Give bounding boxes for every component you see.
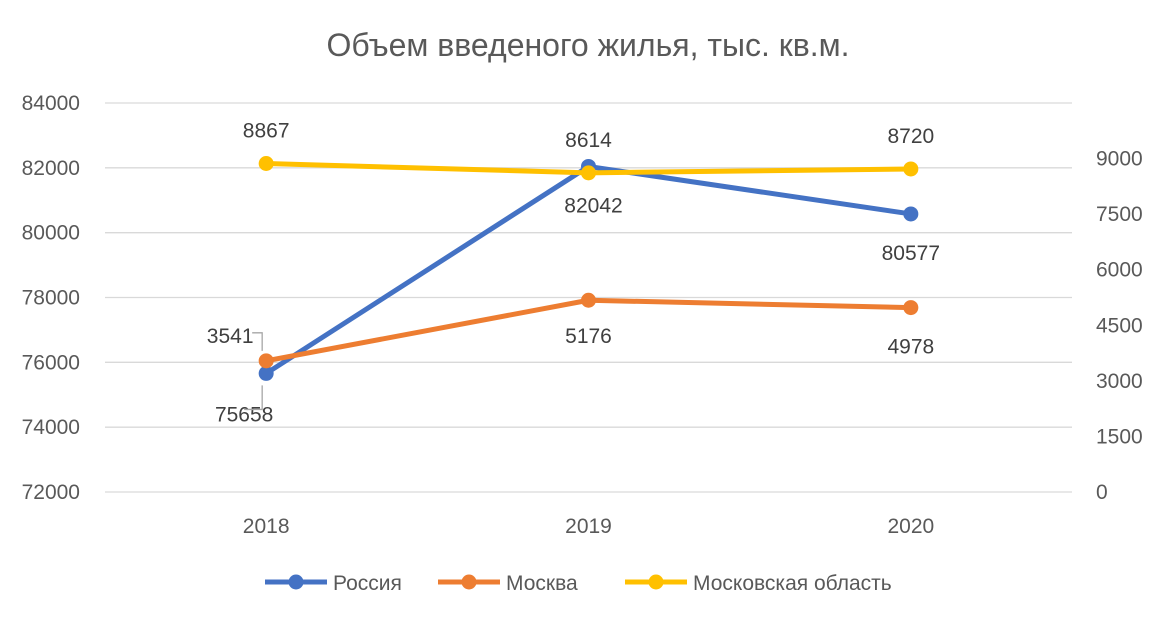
right-tick-label: 3000 [1096, 370, 1143, 393]
left-tick-label: 78000 [22, 287, 80, 310]
data-point [258, 365, 274, 381]
data-point [903, 206, 919, 222]
x-axis: 2018 2019 2020 [243, 515, 934, 538]
data-point [258, 155, 274, 171]
series-3 [258, 155, 919, 181]
right-tick-label: 7500 [1096, 203, 1143, 226]
legend-label: Москва [506, 572, 578, 595]
right-axis: 9000 7500 6000 4500 3000 1500 0 [1096, 148, 1143, 504]
x-tick-label: 2018 [243, 515, 290, 538]
left-tick-label: 72000 [22, 481, 80, 504]
data-label: 8720 [887, 125, 934, 148]
chart-title: Объем введеного жилья, тыс. кв.м. [326, 27, 849, 63]
data-point [581, 165, 596, 181]
legend-swatch-marker [648, 574, 664, 590]
leader-line [244, 385, 263, 411]
right-tick-label: 6000 [1096, 259, 1143, 282]
leader-line [252, 332, 263, 351]
data-point [903, 161, 919, 177]
data-labels: 75658 82042 80577 3541 5176 4978 8867 8614 8720 [207, 119, 940, 426]
left-tick-label: 84000 [22, 92, 80, 115]
left-tick-label: 76000 [22, 351, 80, 374]
left-tick-label: 82000 [22, 157, 80, 180]
legend-label: Россия [333, 572, 402, 595]
data-label: 75658 [215, 403, 273, 426]
series-2 [258, 292, 919, 369]
left-tick-label: 74000 [22, 416, 80, 439]
data-point [903, 300, 919, 316]
data-label: 8614 [565, 129, 612, 152]
data-label: 5176 [565, 325, 612, 348]
data-label: 80577 [882, 242, 940, 265]
legend: Россия Москва Московская область [265, 572, 892, 595]
data-point [258, 353, 274, 369]
data-label: 3541 [207, 325, 254, 348]
legend-swatch-marker [288, 574, 304, 590]
x-tick-label: 2019 [565, 515, 612, 538]
legend-item: Россия [265, 572, 402, 595]
right-tick-label: 0 [1096, 481, 1108, 504]
x-tick-label: 2020 [887, 515, 934, 538]
legend-item: Московская область [625, 572, 892, 595]
right-tick-label: 1500 [1096, 425, 1143, 448]
data-label: 8867 [243, 119, 290, 142]
legend-item: Москва [438, 572, 578, 595]
left-tick-label: 80000 [22, 222, 80, 245]
data-point [581, 292, 596, 308]
right-tick-label: 9000 [1096, 148, 1143, 171]
legend-label: Московская область [693, 572, 892, 595]
series-layer [258, 155, 919, 381]
legend-swatch-marker [461, 574, 477, 590]
right-tick-label: 4500 [1096, 314, 1143, 337]
data-label: 4978 [887, 336, 934, 359]
data-label: 82042 [564, 194, 622, 217]
left-axis: 84000 82000 80000 78000 76000 74000 72000 [22, 92, 80, 504]
